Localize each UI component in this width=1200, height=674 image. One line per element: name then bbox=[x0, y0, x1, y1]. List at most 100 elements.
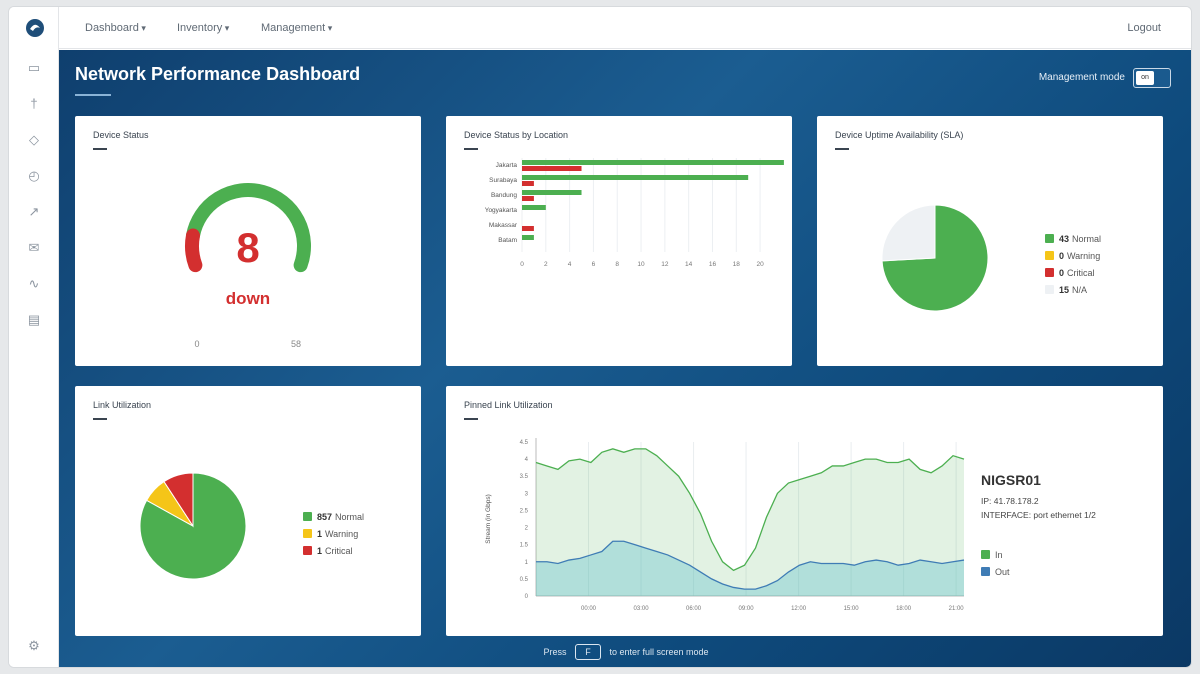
bar[interactable] bbox=[522, 205, 546, 210]
card-title-dash bbox=[93, 418, 107, 420]
bar[interactable] bbox=[522, 175, 749, 180]
x-tick-label: 21:00 bbox=[949, 606, 965, 612]
bar[interactable] bbox=[522, 181, 534, 186]
card-location: Device Status by Location 0 2 4 6 8 10 12 14 16 1… bbox=[446, 116, 792, 366]
legend-item-critical[interactable]: 1 Critical bbox=[303, 542, 364, 559]
app-window: ▭ † ◇ ◴ ↗ ✉ ∿ ▤ ⚙ Dashboard Inventory Management… bbox=[8, 6, 1192, 668]
card-title: Link Utilization bbox=[93, 400, 152, 410]
area-fill-out bbox=[536, 541, 964, 596]
bar[interactable] bbox=[522, 160, 784, 165]
series-line-in[interactable] bbox=[535, 448, 965, 572]
probe-icon[interactable]: † bbox=[30, 96, 38, 111]
y-tick-label: 2 bbox=[525, 526, 529, 532]
bar[interactable] bbox=[522, 235, 534, 240]
x-tick-label: 18 bbox=[733, 261, 741, 268]
legend-item-warning[interactable]: 1 Warning bbox=[303, 525, 364, 542]
link-utilization-legend: 857 Normal 1 Warning 1 Critical bbox=[303, 508, 364, 559]
menu-dashboard[interactable]: Dashboard bbox=[85, 22, 146, 34]
x-tick-label: 0 bbox=[520, 261, 524, 268]
link-utilization-pie-chart bbox=[139, 472, 247, 580]
y-tick-label: 3.5 bbox=[520, 474, 529, 480]
y-tick-label: 2.5 bbox=[520, 508, 529, 514]
menu-inventory[interactable]: Inventory bbox=[177, 22, 229, 34]
bar[interactable] bbox=[522, 226, 534, 231]
category-label: Batam bbox=[498, 237, 517, 244]
pie-slice[interactable] bbox=[163, 472, 194, 528]
legend-item-critical[interactable]: 0 Critical bbox=[1045, 264, 1101, 281]
card-pinned-link: Pinned Link Utilization 0 0.5 1 1.5 2 2.5 3 3.5… bbox=[446, 386, 1163, 636]
y-tick-label: 1 bbox=[525, 560, 529, 566]
card-device-status: Device Status 8 down 0 58 bbox=[75, 116, 421, 366]
legend-swatch bbox=[303, 529, 312, 538]
management-mode-label: Management mode bbox=[1038, 72, 1125, 83]
settings-icon[interactable]: ⚙ bbox=[28, 638, 40, 653]
bar[interactable] bbox=[522, 196, 534, 201]
clock-icon[interactable]: ◴ bbox=[28, 168, 40, 183]
x-tick-label: 06:00 bbox=[686, 606, 702, 612]
category-label: Makassar bbox=[489, 222, 518, 229]
legend-item-normal[interactable]: 857 Normal bbox=[303, 508, 364, 525]
pinned-device-ip: IP: 41.78.178.2 bbox=[981, 496, 1039, 506]
legend-swatch bbox=[981, 550, 990, 559]
dashboard-main: Network Performance Dashboard Management… bbox=[59, 50, 1191, 667]
pie-slice[interactable] bbox=[881, 204, 936, 262]
legend-swatch bbox=[981, 567, 990, 576]
card-title: Device Status bbox=[93, 130, 149, 140]
y-axis-label: Stream (in Gbps) bbox=[485, 494, 492, 544]
gauge-arc-down bbox=[185, 228, 203, 273]
y-tick-label: 0 bbox=[525, 594, 529, 600]
pin-icon[interactable]: ↗ bbox=[28, 204, 40, 219]
legend-item-warning[interactable]: 0 Warning bbox=[1045, 247, 1101, 264]
category-label: Bandung bbox=[491, 192, 517, 199]
y-tick-label: 4.5 bbox=[520, 440, 529, 446]
y-tick-label: 1.5 bbox=[520, 543, 529, 549]
card-title-dash bbox=[835, 148, 849, 150]
fullscreen-key[interactable]: F bbox=[574, 644, 601, 660]
pinned-device-name: NIGSR01 bbox=[981, 472, 1041, 488]
card-title-dash bbox=[93, 148, 107, 150]
legend-item-out[interactable]: Out bbox=[981, 563, 1010, 580]
x-tick-label: 12:00 bbox=[791, 606, 807, 612]
management-mode-toggle[interactable]: on bbox=[1133, 68, 1171, 88]
bar[interactable] bbox=[522, 166, 582, 171]
bar[interactable] bbox=[522, 190, 582, 195]
tag-icon[interactable]: ◇ bbox=[29, 132, 39, 147]
card-title-dash bbox=[464, 148, 478, 150]
x-tick-label: 20 bbox=[756, 261, 764, 268]
legend-swatch bbox=[303, 512, 312, 521]
category-label: Surabaya bbox=[489, 177, 517, 184]
menu-management[interactable]: Management bbox=[261, 22, 332, 34]
legend-swatch bbox=[1045, 251, 1054, 260]
monitor-icon[interactable]: ▭ bbox=[27, 60, 41, 75]
y-tick-label: 0.5 bbox=[520, 577, 529, 583]
logout-link[interactable]: Logout bbox=[1127, 22, 1161, 34]
uptime-pie-chart bbox=[881, 204, 989, 312]
card-title: Device Status by Location bbox=[464, 130, 569, 140]
x-tick-label: 09:00 bbox=[739, 606, 755, 612]
card-uptime: Device Uptime Availability (SLA) 43 Norma… bbox=[817, 116, 1163, 366]
x-tick-label: 2 bbox=[544, 261, 548, 268]
title-underline bbox=[75, 94, 111, 96]
pinned-legend: In Out bbox=[981, 546, 1010, 580]
y-tick-label: 4 bbox=[525, 457, 529, 463]
logo-icon[interactable] bbox=[24, 17, 46, 39]
inbox-icon[interactable]: ✉ bbox=[28, 240, 40, 255]
x-tick-label: 18:00 bbox=[896, 606, 912, 612]
series-line-out[interactable] bbox=[536, 540, 965, 590]
pinned-device-interface: INTERFACE: port ethernet 1/2 bbox=[981, 510, 1096, 520]
legend-item-na[interactable]: 15 N/A bbox=[1045, 281, 1101, 298]
card-title: Device Uptime Availability (SLA) bbox=[835, 130, 964, 140]
document-icon[interactable]: ▤ bbox=[27, 312, 41, 327]
trend-icon[interactable]: ∿ bbox=[28, 276, 40, 291]
legend-swatch bbox=[1045, 285, 1054, 294]
category-label: Jakarta bbox=[496, 162, 518, 169]
y-tick-label: 3 bbox=[525, 491, 529, 497]
fullscreen-hint: Press F to enter full screen mode bbox=[59, 644, 1191, 660]
legend-item-normal[interactable]: 43 Normal bbox=[1045, 230, 1101, 247]
x-tick-label: 00:00 bbox=[581, 606, 597, 612]
gauge-status: down bbox=[226, 289, 270, 308]
legend-item-in[interactable]: In bbox=[981, 546, 1010, 563]
location-bar-chart: 0 2 4 6 8 10 12 14 16 18 20 Jakarta Surabaya Bandung Y… bbox=[485, 158, 784, 268]
device-status-gauge: 8 down 0 58 bbox=[185, 183, 311, 349]
toggle-knob: on bbox=[1136, 71, 1154, 85]
